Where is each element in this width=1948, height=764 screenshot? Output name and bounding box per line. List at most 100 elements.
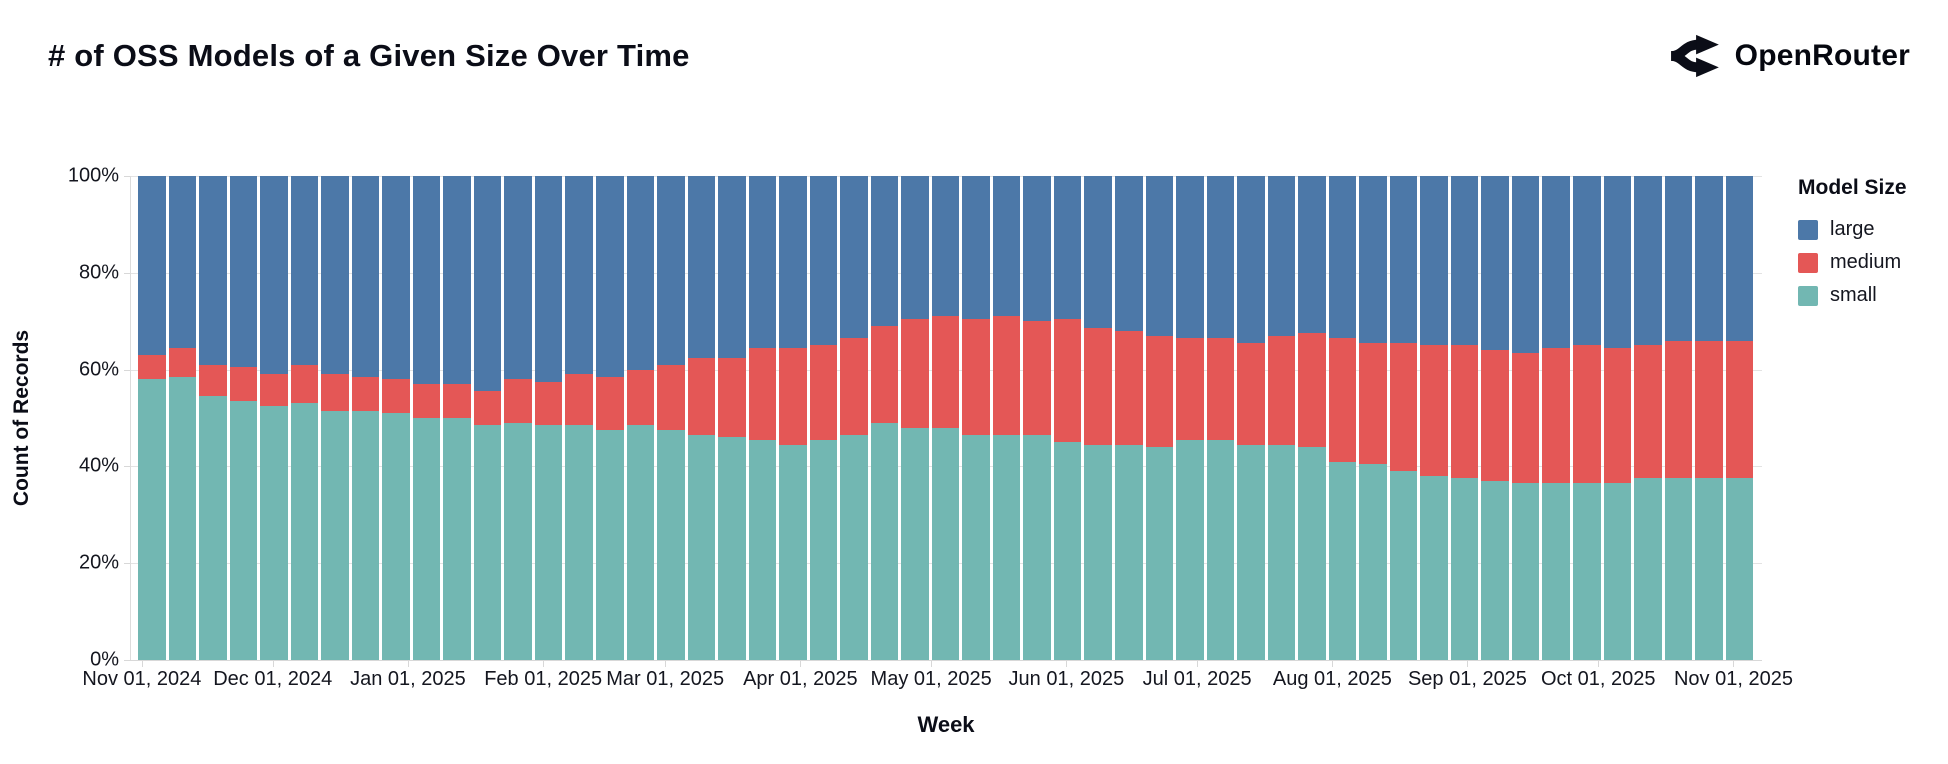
bar-segment-medium[interactable] — [595, 376, 624, 431]
bar-week-34[interactable] — [1145, 176, 1174, 660]
bar-segment-small[interactable] — [565, 425, 593, 660]
bar-week-21[interactable] — [748, 176, 777, 660]
bar-week-11[interactable] — [443, 176, 471, 660]
bar-segment-large[interactable] — [1634, 176, 1662, 346]
bar-segment-small[interactable] — [687, 434, 716, 660]
bar-segment-small[interactable] — [1634, 478, 1662, 660]
bar-week-24[interactable] — [840, 176, 868, 660]
bar-week-50[interactable] — [1634, 176, 1662, 660]
bar-segment-medium[interactable] — [962, 318, 990, 435]
bar-segment-large[interactable] — [351, 176, 380, 377]
bar-week-5[interactable] — [260, 176, 288, 660]
bar-segment-medium[interactable] — [1145, 335, 1174, 448]
bar-segment-small[interactable] — [412, 417, 441, 660]
bar-week-7[interactable] — [321, 176, 349, 660]
bar-segment-large[interactable] — [565, 176, 593, 375]
bar-segment-large[interactable] — [718, 176, 746, 358]
bar-segment-medium[interactable] — [1389, 342, 1418, 472]
bar-segment-small[interactable] — [1023, 434, 1051, 660]
bar-segment-large[interactable] — [473, 176, 502, 392]
bar-week-25[interactable] — [870, 176, 899, 660]
bar-segment-small[interactable] — [168, 376, 197, 660]
bar-week-13[interactable] — [504, 176, 532, 660]
bar-segment-large[interactable] — [1511, 176, 1540, 353]
bar-segment-small[interactable] — [504, 422, 532, 660]
bar-segment-large[interactable] — [443, 176, 471, 385]
bar-segment-medium[interactable] — [473, 391, 502, 426]
bar-week-2[interactable] — [168, 176, 197, 660]
bar-segment-large[interactable] — [870, 176, 899, 327]
bar-segment-small[interactable] — [1267, 444, 1296, 660]
bar-segment-small[interactable] — [1542, 483, 1570, 660]
bar-segment-large[interactable] — [1328, 176, 1357, 339]
bar-segment-small[interactable] — [351, 410, 380, 660]
bar-segment-medium[interactable] — [1206, 338, 1235, 440]
bar-segment-small[interactable] — [1389, 471, 1418, 660]
bar-segment-medium[interactable] — [1511, 352, 1540, 484]
bar-week-16[interactable] — [595, 176, 624, 660]
bar-segment-small[interactable] — [1420, 476, 1448, 660]
bar-segment-large[interactable] — [1237, 176, 1265, 343]
bar-segment-large[interactable] — [1664, 176, 1693, 341]
bar-segment-large[interactable] — [1542, 176, 1570, 348]
bar-week-10[interactable] — [412, 176, 441, 660]
bar-segment-small[interactable] — [1603, 483, 1632, 660]
bar-segment-small[interactable] — [748, 439, 777, 660]
bar-week-14[interactable] — [534, 176, 563, 660]
bar-segment-medium[interactable] — [1023, 321, 1051, 435]
bar-segment-large[interactable] — [962, 176, 990, 319]
bar-week-43[interactable] — [1420, 176, 1448, 660]
bar-segment-medium[interactable] — [1267, 335, 1296, 445]
bar-segment-medium[interactable] — [1603, 347, 1632, 484]
bar-week-46[interactable] — [1511, 176, 1540, 660]
bar-segment-small[interactable] — [657, 430, 685, 660]
bar-segment-large[interactable] — [260, 176, 288, 375]
bar-segment-small[interactable] — [962, 434, 990, 660]
bar-segment-small[interactable] — [1084, 444, 1112, 660]
bar-segment-small[interactable] — [1450, 478, 1479, 660]
bar-segment-large[interactable] — [657, 176, 685, 365]
bar-segment-large[interactable] — [1359, 176, 1387, 343]
bar-segment-small[interactable] — [382, 413, 410, 660]
bar-segment-medium[interactable] — [351, 376, 380, 411]
bar-week-23[interactable] — [809, 176, 838, 660]
bar-segment-medium[interactable] — [1053, 318, 1082, 443]
bar-segment-large[interactable] — [626, 176, 655, 370]
bar-segment-large[interactable] — [199, 176, 227, 365]
bar-week-29[interactable] — [992, 176, 1021, 660]
bar-segment-small[interactable] — [1145, 447, 1174, 660]
bar-segment-large[interactable] — [412, 176, 441, 385]
bar-segment-small[interactable] — [1237, 444, 1265, 660]
bar-week-9[interactable] — [382, 176, 410, 660]
bar-segment-small[interactable] — [1115, 444, 1143, 660]
bar-segment-large[interactable] — [1176, 176, 1204, 339]
bar-segment-small[interactable] — [1359, 463, 1387, 660]
bar-week-6[interactable] — [290, 176, 319, 660]
bar-segment-large[interactable] — [901, 176, 929, 319]
bar-week-45[interactable] — [1481, 176, 1509, 660]
bar-segment-medium[interactable] — [992, 316, 1021, 435]
bar-segment-medium[interactable] — [412, 384, 441, 418]
bar-segment-large[interactable] — [931, 176, 960, 317]
bar-segment-large[interactable] — [1420, 176, 1448, 346]
bar-segment-small[interactable] — [931, 427, 960, 660]
bar-segment-medium[interactable] — [1237, 342, 1265, 445]
bar-segment-medium[interactable] — [229, 367, 258, 402]
bar-segment-medium[interactable] — [534, 381, 563, 426]
bar-segment-small[interactable] — [992, 434, 1021, 660]
bar-week-19[interactable] — [687, 176, 716, 660]
bar-segment-small[interactable] — [901, 427, 929, 660]
bar-segment-large[interactable] — [1023, 176, 1051, 322]
bar-segment-small[interactable] — [809, 439, 838, 660]
bar-segment-small[interactable] — [1206, 439, 1235, 660]
bar-segment-small[interactable] — [1725, 478, 1754, 660]
bar-week-28[interactable] — [962, 176, 990, 660]
bar-segment-small[interactable] — [138, 379, 166, 660]
bar-week-48[interactable] — [1572, 176, 1601, 660]
bar-segment-medium[interactable] — [687, 357, 716, 435]
bar-segment-large[interactable] — [138, 176, 166, 356]
bar-segment-medium[interactable] — [1450, 345, 1479, 479]
bar-week-39[interactable] — [1298, 176, 1326, 660]
bar-segment-medium[interactable] — [840, 338, 868, 435]
bar-segment-small[interactable] — [1481, 480, 1509, 660]
